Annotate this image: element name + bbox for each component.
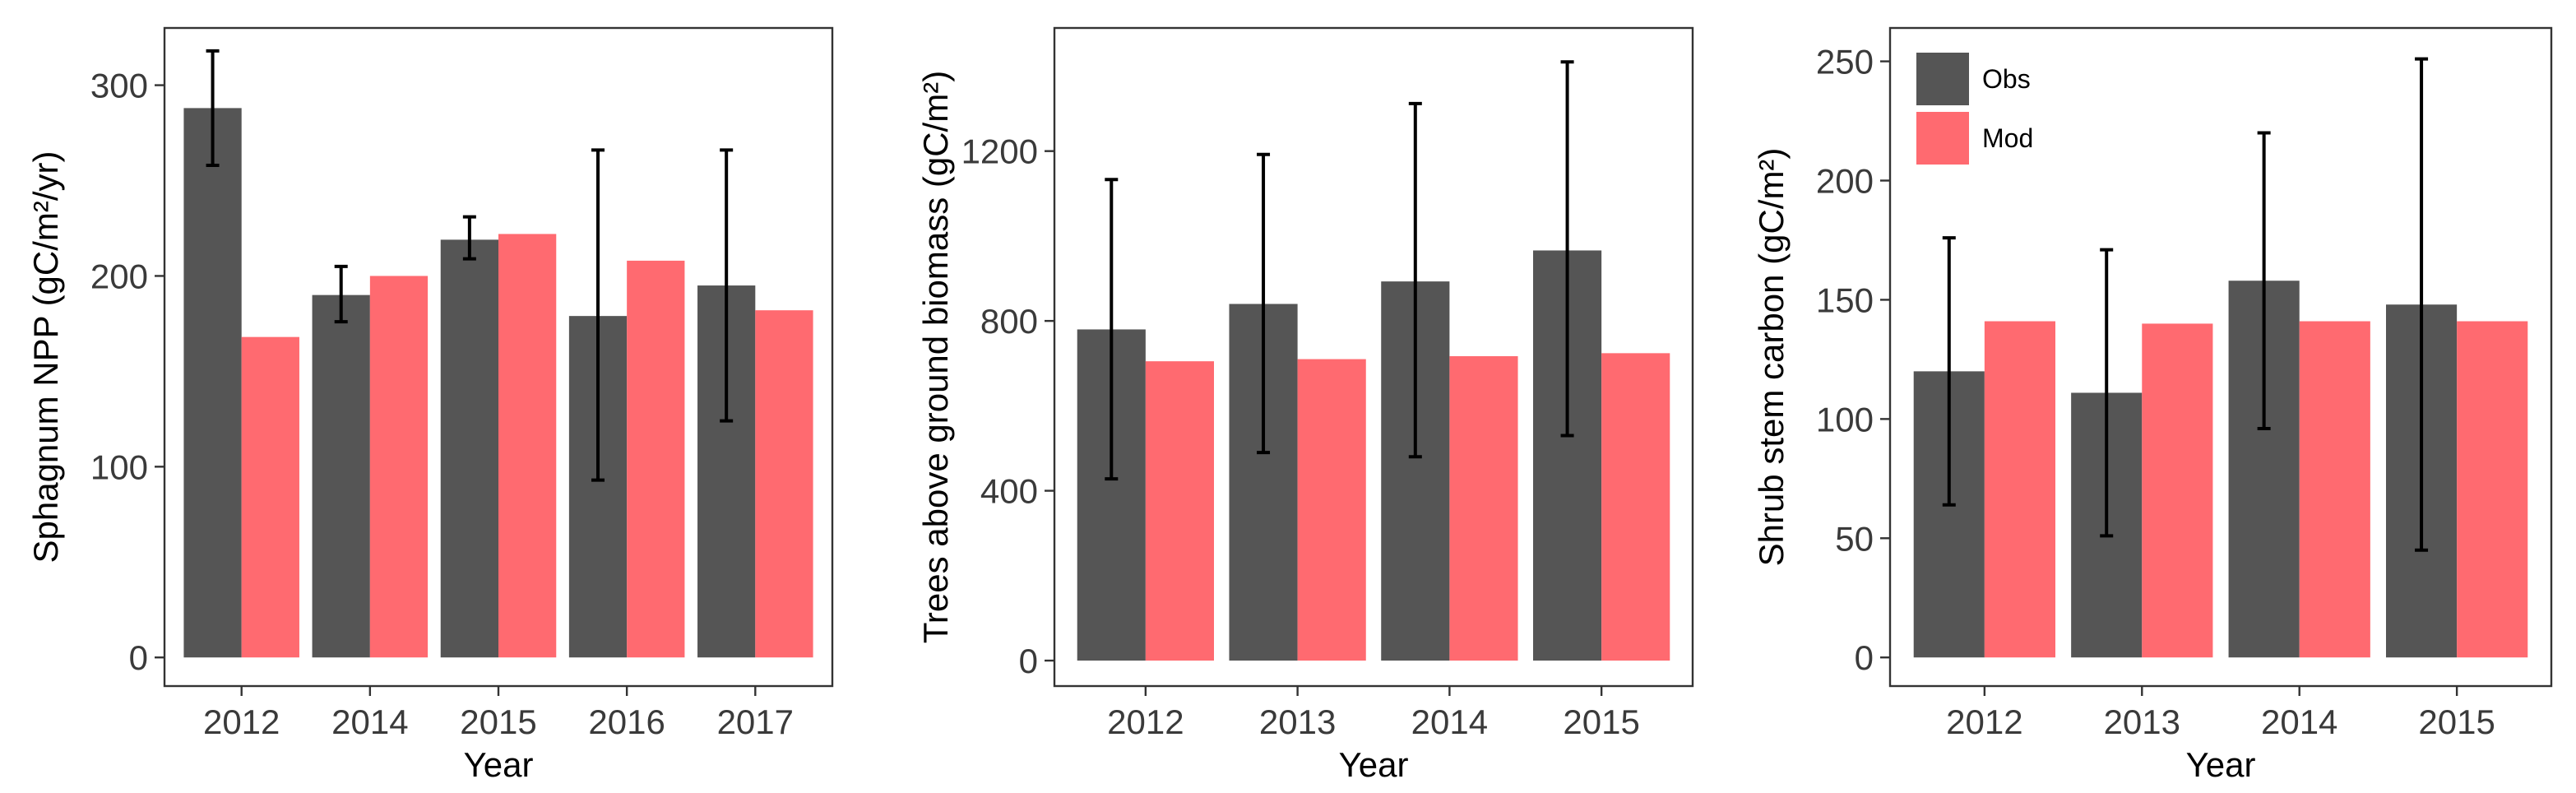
errorbar-obs-2015 [462, 215, 476, 261]
y-tick-label: 1200 [961, 132, 1038, 171]
y-tick-label: 200 [1816, 162, 1874, 201]
x-tick-label: 2015 [2418, 703, 2495, 741]
errorbar-obs-2017 [720, 148, 734, 423]
y-axis-title: Trees above ground biomass (gC/m²) [916, 71, 955, 643]
errorbar-obs-2013 [1257, 152, 1271, 455]
bar-mod-2014 [369, 276, 429, 658]
x-tick-label: 2014 [2261, 703, 2337, 741]
panel-sphagnum-npp: 0 100 200 300 2012 2014 2015 2016 2017 Year Sphagn… [26, 26, 834, 784]
y-tick-label: 0 [129, 638, 148, 677]
x-tick-label: 2012 [1946, 703, 2022, 741]
x-axis-title: Year [1339, 745, 1409, 784]
x-tick-label: 2016 [588, 703, 665, 741]
panel-frame [1888, 26, 2553, 688]
x-tick-label: 2015 [460, 703, 536, 741]
errorbar-obs-2012 [1105, 178, 1119, 481]
y-axis-title: Shrub stem carbon (gC/m²) [1752, 148, 1791, 567]
bar-obs-2012 [183, 108, 242, 658]
errorbar-obs-2016 [591, 148, 605, 482]
panel-trees-biomass: 0 400 800 1200 2012 2013 2014 2015 Year Trees abo… [916, 26, 1694, 784]
x-tick-label: 2014 [331, 703, 408, 741]
y-tick-label: 100 [1816, 400, 1874, 438]
errorbar-obs-2014 [334, 264, 348, 324]
y-tick-label: 250 [1816, 43, 1874, 81]
legend-label-obs: Obs [1982, 64, 2031, 94]
errorbar-obs-2014 [2257, 131, 2271, 430]
y-tick-label: 50 [1835, 519, 1874, 558]
y-tick-label: 100 [90, 448, 148, 486]
x-tick-label: 2012 [203, 703, 280, 741]
bar-mod-2013 [2142, 323, 2213, 658]
panel-shrub-stem-carbon: 0 50 100 150 200 250 2012 2013 2014 2015 Year Shrub… [1752, 26, 2553, 784]
x-tick-label: 2013 [1259, 703, 1336, 741]
x-tick-label: 2017 [717, 703, 794, 741]
bar-obs-2015 [440, 239, 498, 658]
x-axis-title: Year [464, 745, 534, 784]
bar-mod-2015 [2457, 321, 2528, 658]
y-axis-title: Sphagnum NPP (gC/m²/yr) [26, 151, 65, 563]
y-tick-label: 0 [1019, 642, 1038, 680]
x-tick-label: 2012 [1107, 703, 1184, 741]
bar-mod-2012 [1145, 361, 1214, 661]
bar-mod-2014 [1449, 355, 1518, 661]
x-tick-label: 2015 [1563, 703, 1639, 741]
errorbar-obs-2015 [2415, 57, 2429, 552]
errorbar-obs-2013 [2100, 248, 2114, 538]
x-tick-label: 2014 [1411, 703, 1488, 741]
bar-mod-2012 [1984, 321, 2055, 658]
bar-mod-2014 [2299, 321, 2370, 658]
bar-mod-2012 [241, 336, 299, 658]
legend-label-mod: Mod [1982, 123, 2033, 153]
y-tick-label: 400 [980, 472, 1038, 511]
legend-swatch-mod [1916, 112, 1969, 165]
y-tick-label: 0 [1855, 638, 1874, 677]
bar-mod-2017 [755, 310, 813, 658]
bar-mod-2013 [1297, 359, 1366, 661]
bar-mod-2016 [627, 260, 685, 658]
y-tick-label: 300 [90, 67, 148, 105]
errorbar-obs-2012 [1942, 236, 1956, 507]
errorbar-obs-2014 [1408, 101, 1422, 459]
y-tick-label: 200 [90, 257, 148, 295]
bar-mod-2015 [1601, 353, 1670, 661]
errorbar-obs-2015 [1560, 60, 1574, 438]
y-tick-label: 150 [1816, 281, 1874, 319]
x-axis-title: Year [2186, 745, 2256, 784]
legend-swatch-obs [1916, 53, 1969, 105]
panel-frame [1053, 26, 1694, 688]
x-tick-label: 2013 [2104, 703, 2180, 741]
bar-mod-2015 [498, 234, 557, 658]
bar-obs-2014 [312, 294, 370, 658]
errorbar-obs-2012 [206, 49, 220, 167]
y-tick-label: 800 [980, 302, 1038, 341]
